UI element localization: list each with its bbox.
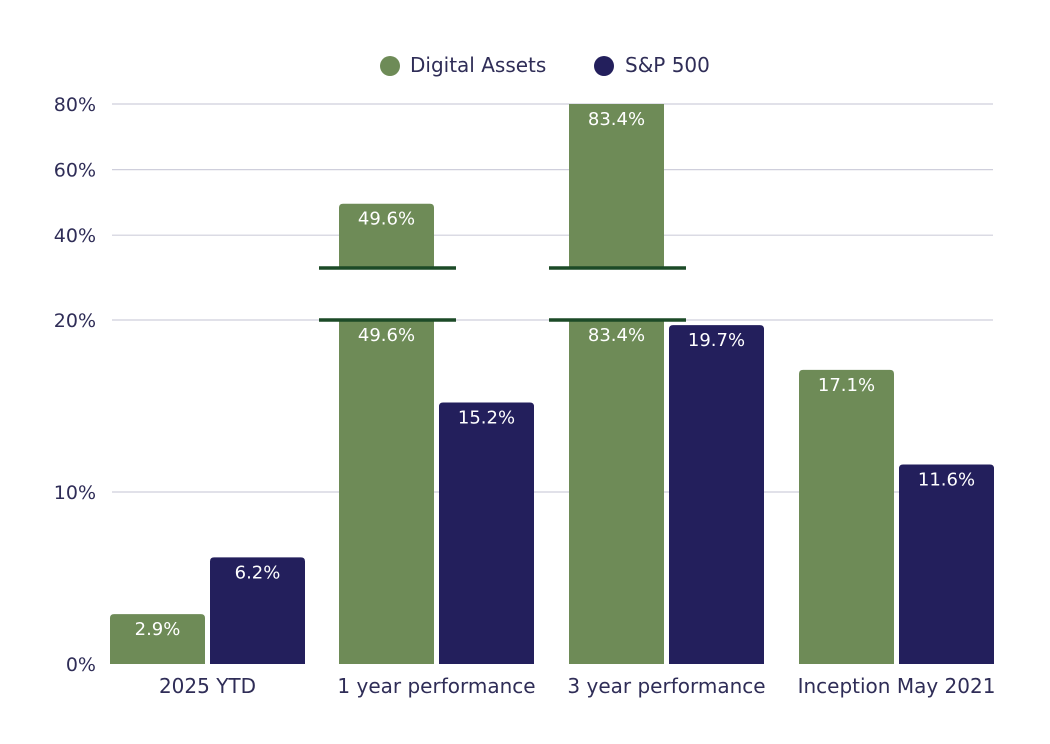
- x-category-label: 3 year performance: [567, 674, 765, 698]
- data-labels: 2.9% 49.6% 49.6% 83.4% 83.4% 17.1% 6.2% 15.2% 19…: [135, 109, 975, 640]
- bar: [899, 464, 994, 664]
- y-tick-label: 20%: [54, 310, 96, 332]
- bar-upper-segment: [339, 203, 434, 268]
- x-category-label: Inception May 2021: [798, 674, 996, 698]
- data-label: 49.6%: [358, 209, 415, 230]
- legend-label: S&P 500: [625, 53, 710, 77]
- y-tick-label: 60%: [54, 160, 96, 182]
- legend-label: Digital Assets: [410, 53, 546, 77]
- bar: [210, 557, 305, 664]
- y-axis: 0% 10% 20% 40% 60% 80%: [54, 94, 96, 676]
- y-tick-label: 40%: [54, 225, 96, 247]
- x-category-label: 2025 YTD: [159, 674, 256, 698]
- data-label: 83.4%: [588, 325, 645, 346]
- bar-lower-segment: [339, 320, 434, 664]
- y-tick-label: 10%: [54, 482, 96, 504]
- data-label: 19.7%: [688, 330, 745, 351]
- bar-lower-segment: [569, 320, 664, 664]
- data-label: 6.2%: [235, 562, 281, 583]
- x-axis: 2025 YTD 1 year performance 3 year perform…: [159, 674, 995, 698]
- data-label: 49.6%: [358, 325, 415, 346]
- bar: [669, 325, 764, 664]
- data-label: 2.9%: [135, 619, 181, 640]
- y-tick-label: 0%: [66, 654, 96, 676]
- axis-break-markers: [319, 266, 686, 322]
- data-label: 83.4%: [588, 109, 645, 130]
- bars: [110, 104, 994, 664]
- x-category-label: 1 year performance: [337, 674, 535, 698]
- legend-marker: [594, 56, 614, 76]
- y-tick-label: 80%: [54, 94, 96, 116]
- data-label: 17.1%: [818, 375, 875, 396]
- legend: Digital Assets S&P 500: [380, 53, 710, 77]
- bar: [110, 614, 205, 664]
- legend-marker: [380, 56, 400, 76]
- data-label: 15.2%: [458, 408, 515, 429]
- bar-upper-segment: [569, 104, 664, 268]
- bar: [439, 402, 534, 664]
- bar: [799, 369, 894, 664]
- data-label: 11.6%: [918, 469, 975, 490]
